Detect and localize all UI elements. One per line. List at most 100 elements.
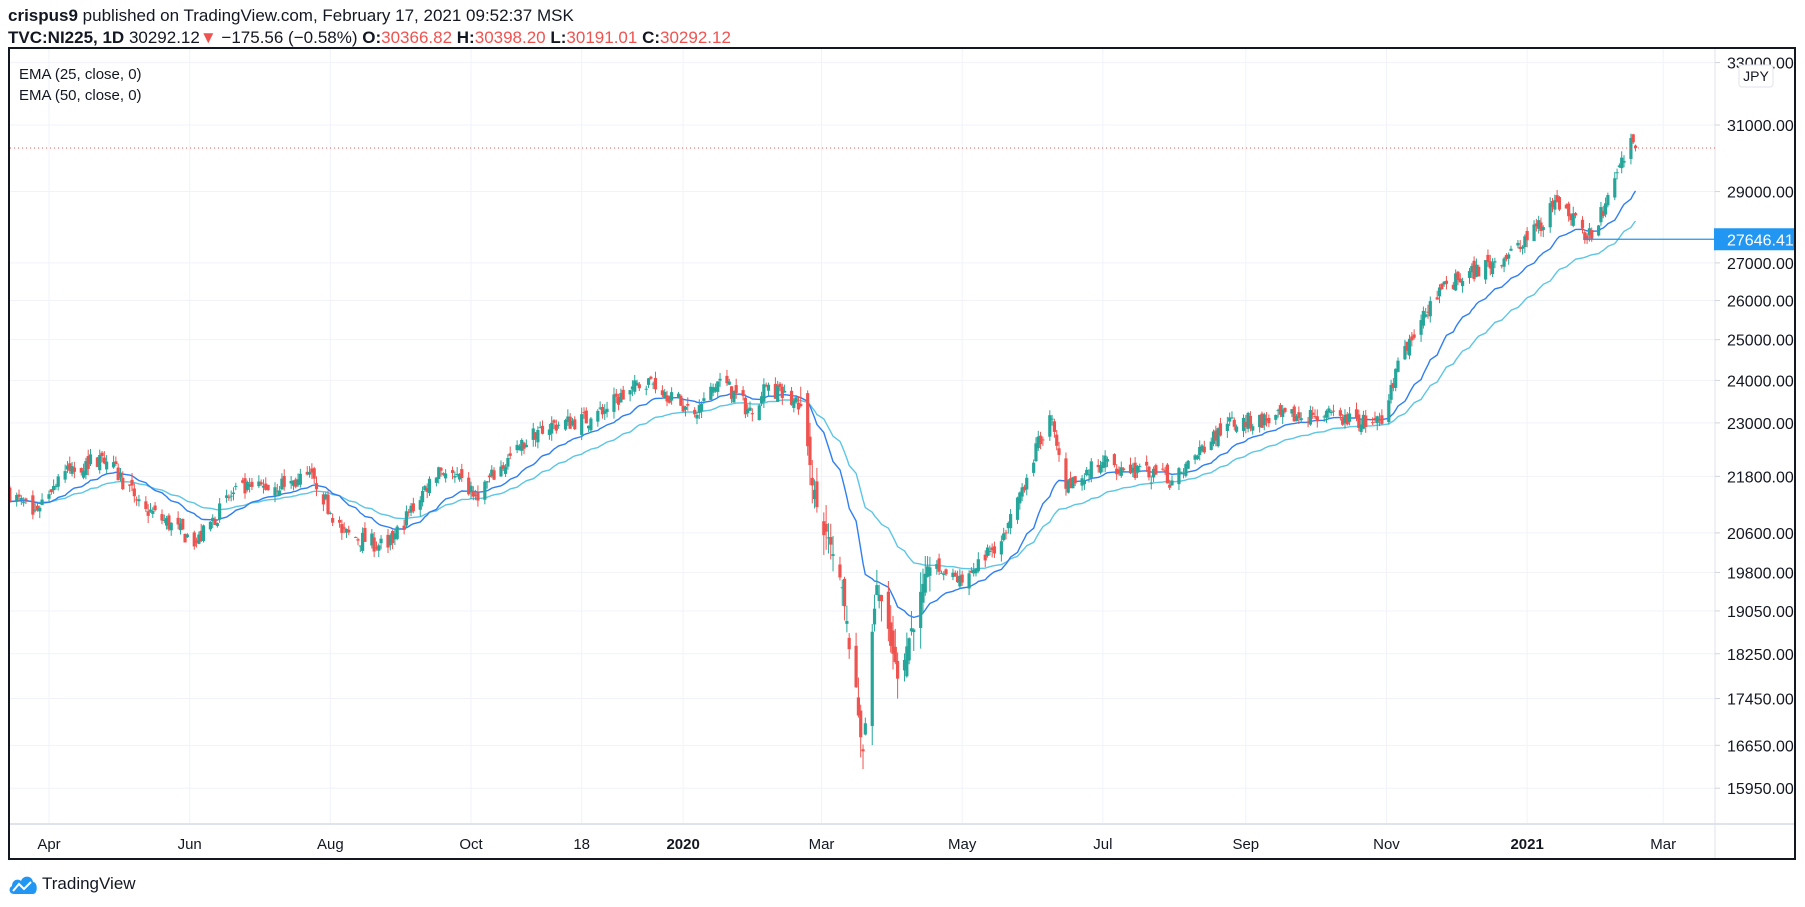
- candle-up: [695, 415, 699, 419]
- candle-down: [135, 499, 139, 501]
- candle-up: [169, 522, 173, 531]
- candle-up: [261, 485, 266, 488]
- candle-up: [794, 397, 798, 403]
- candle-up: [939, 572, 944, 574]
- candle-down: [847, 637, 851, 650]
- candle-down: [213, 518, 217, 525]
- candle-up: [361, 532, 365, 551]
- candle-up: [1087, 474, 1091, 476]
- candle-down: [411, 503, 415, 512]
- candle-down: [780, 386, 784, 398]
- candle-up: [197, 534, 201, 544]
- candle-up: [1620, 157, 1624, 169]
- candle-up: [280, 478, 284, 490]
- candle-down: [1458, 278, 1462, 283]
- high-label: H:: [456, 28, 475, 47]
- candle-up: [1324, 410, 1329, 418]
- candle-down: [305, 471, 309, 475]
- candle-down: [665, 395, 669, 402]
- candle-up: [105, 461, 109, 470]
- candle-down: [1214, 430, 1218, 441]
- candle-up: [234, 485, 238, 487]
- candle-up: [1225, 423, 1229, 431]
- candle-up: [81, 470, 86, 478]
- candle-up: [1597, 225, 1601, 236]
- candle-down: [194, 540, 199, 543]
- candle-up: [515, 444, 519, 451]
- candle-up: [759, 396, 764, 404]
- candle-up: [218, 503, 222, 520]
- candle-up: [395, 526, 399, 539]
- candle-up: [211, 517, 215, 522]
- candle-down: [312, 468, 316, 479]
- candle-down: [1311, 412, 1315, 415]
- candle-up: [1036, 436, 1040, 449]
- candle-up: [33, 509, 37, 511]
- candle-down: [1504, 255, 1508, 260]
- candle-down: [95, 457, 100, 467]
- candle-down: [686, 404, 690, 406]
- candle-up: [1603, 203, 1608, 215]
- candle-up: [1009, 514, 1013, 529]
- brand-name: TradingView: [42, 874, 136, 893]
- candle-down: [492, 470, 496, 480]
- candle-down: [679, 395, 683, 406]
- candle-up: [47, 494, 51, 499]
- candle-down: [1264, 418, 1269, 421]
- candle-up: [54, 485, 58, 488]
- candle-down: [1590, 230, 1594, 239]
- candle-up: [201, 525, 206, 541]
- candle-up: [1103, 455, 1107, 468]
- candle-down: [132, 488, 136, 497]
- candle-down: [937, 558, 941, 572]
- candle-down: [533, 432, 538, 440]
- candle-down: [266, 484, 270, 491]
- candle-up: [1071, 477, 1075, 489]
- candle-down: [1500, 265, 1504, 267]
- author: crispus9: [8, 6, 78, 25]
- candle-down: [969, 570, 973, 573]
- candle-up: [976, 559, 980, 572]
- legend-ema-50[interactable]: EMA (50, close, 0): [19, 87, 142, 104]
- time-tick-label: 2021: [1510, 836, 1543, 853]
- candle-down: [1580, 219, 1585, 229]
- candle-down: [1557, 197, 1562, 210]
- candle-up: [831, 554, 835, 556]
- candle-down: [859, 710, 863, 738]
- price-tick-label: 26000.00: [1727, 294, 1794, 311]
- candle-up: [148, 509, 153, 512]
- legend-ema-25[interactable]: EMA (25, close, 0): [19, 66, 142, 83]
- candle-up: [273, 487, 277, 496]
- candle-up: [420, 490, 425, 503]
- candle-up: [15, 494, 19, 502]
- candle-up: [746, 408, 750, 414]
- candle-up: [1138, 465, 1142, 467]
- candle-up: [1520, 246, 1525, 249]
- candle-up: [776, 385, 780, 402]
- candle-down: [243, 478, 247, 494]
- candle-up: [289, 481, 293, 484]
- candle-up: [845, 620, 849, 624]
- candle-up: [257, 481, 261, 487]
- candle-down: [1410, 336, 1414, 341]
- candle-down: [1278, 405, 1283, 415]
- candle-up: [38, 507, 42, 512]
- candle-up: [393, 533, 397, 540]
- candle-down: [1096, 464, 1100, 468]
- candle-up: [1050, 418, 1054, 420]
- candle-down: [1202, 446, 1206, 453]
- currency-badge: [1738, 64, 1774, 88]
- candle-down: [1371, 422, 1375, 424]
- candle-up: [1234, 426, 1239, 432]
- candle-up: [1437, 287, 1442, 297]
- candle-up: [56, 476, 60, 487]
- time-tick-label: Mar: [1650, 836, 1676, 853]
- price-tick-label: 29000.00: [1727, 185, 1794, 202]
- candle-down: [282, 476, 286, 487]
- time-tick-label: Jul: [1093, 836, 1112, 853]
- candle-down: [764, 384, 768, 386]
- candle-up: [1613, 178, 1617, 198]
- candle-down: [838, 564, 842, 578]
- tradingview-logo[interactable]: TradingView: [8, 873, 136, 895]
